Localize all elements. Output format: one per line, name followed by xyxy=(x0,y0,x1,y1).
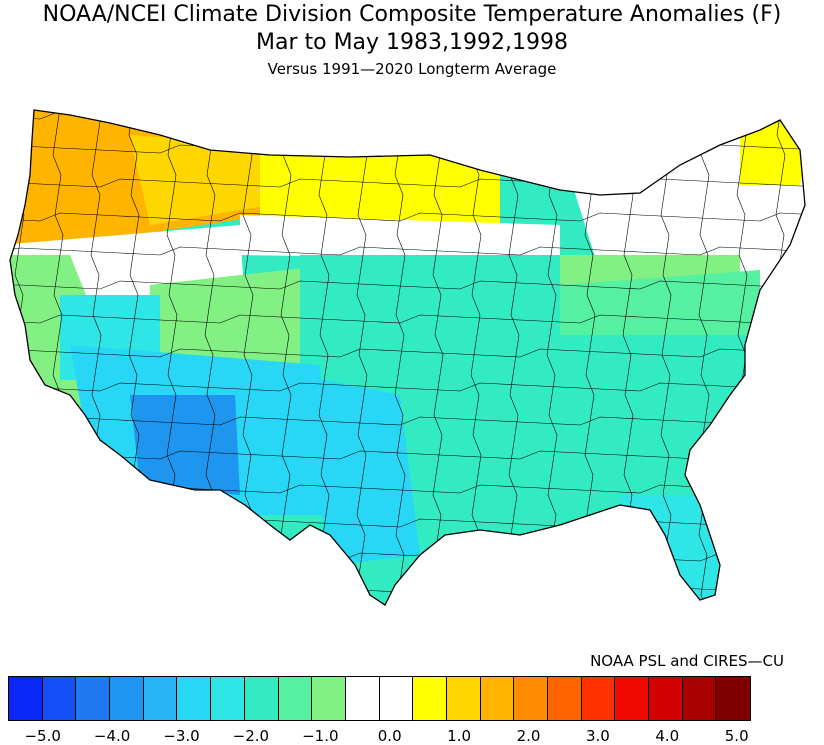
colorbar-swatch xyxy=(649,677,683,720)
division-line xyxy=(10,416,805,426)
colorbar-tick-label: 1.0 xyxy=(447,727,472,745)
credit-label: NOAA PSL and CIRES—CU xyxy=(590,652,784,670)
colorbar-swatch xyxy=(548,677,582,720)
region-northern-rockies xyxy=(130,135,270,225)
division-line xyxy=(10,110,805,120)
us-outline xyxy=(9,109,806,606)
colorbar-tick-label: 0.0 xyxy=(377,727,402,745)
colorbar-swatch xyxy=(615,677,650,720)
region-maine xyxy=(740,110,805,185)
colorbar-swatch xyxy=(9,677,43,720)
colorbar-swatch xyxy=(76,677,111,720)
division-line xyxy=(10,450,805,460)
region-central-rockies xyxy=(150,265,330,380)
division-line xyxy=(508,110,520,605)
colorbar-swatch xyxy=(716,677,751,720)
colorbar-swatch xyxy=(143,677,178,720)
colorbar-tick-label: 2.0 xyxy=(516,727,541,745)
colorbar-swatch xyxy=(244,677,279,720)
region-central-plains xyxy=(240,215,560,260)
colorbar-swatch xyxy=(345,677,380,720)
colorbar-swatch xyxy=(211,677,245,720)
title-line-1: NOAA/NCEI Climate Division Composite Tem… xyxy=(42,2,782,27)
division-line xyxy=(10,314,805,324)
colorbar-tick-label: −2.0 xyxy=(232,727,270,745)
division-line xyxy=(813,95,823,615)
colorbar-tick-label: 4.0 xyxy=(655,727,680,745)
title-line-3: Versus 1991—2020 Longterm Average xyxy=(267,60,557,78)
colorbar xyxy=(8,676,752,721)
colorbar-swatch xyxy=(480,677,515,720)
colorbar-swatch xyxy=(278,677,313,720)
division-line xyxy=(10,212,805,222)
colorbar-swatch xyxy=(42,677,77,720)
colorbar-swatch xyxy=(413,677,447,720)
division-line xyxy=(10,348,805,358)
colorbar-swatch xyxy=(446,677,481,720)
division-line xyxy=(10,382,805,392)
division-line xyxy=(356,110,368,605)
title-line-2: Mar to May 1983,1992,1998 xyxy=(255,30,568,55)
colorbar-tick-label: −4.0 xyxy=(93,727,131,745)
colorbar-tick-label: −1.0 xyxy=(302,727,339,745)
colorbar-tick-label: 5.0 xyxy=(724,727,749,745)
region-southeast xyxy=(480,335,760,555)
division-line xyxy=(10,246,805,256)
us-climate-division-map xyxy=(9,95,823,615)
division-line xyxy=(318,110,330,605)
division-line xyxy=(280,110,292,605)
region-florida xyxy=(620,495,760,605)
colorbar-swatch xyxy=(514,677,548,720)
division-line xyxy=(14,110,26,605)
colorbar-swatch xyxy=(581,677,616,720)
colorbar-tick-label: 3.0 xyxy=(585,727,610,745)
colorbar-swatch xyxy=(312,677,346,720)
region-arizona xyxy=(130,395,240,495)
colorbar-tick-label: −5.0 xyxy=(24,727,61,745)
division-line xyxy=(394,110,406,605)
colorbar-swatch xyxy=(379,677,414,720)
colorbar-swatch xyxy=(110,677,144,720)
division-line xyxy=(10,280,805,290)
region-texas xyxy=(300,375,420,565)
colorbar-swatch xyxy=(177,677,212,720)
division-line xyxy=(10,178,805,188)
colorbar-tick-label: −3.0 xyxy=(163,727,200,745)
colorbar-swatch xyxy=(682,677,717,720)
division-line xyxy=(432,110,444,605)
